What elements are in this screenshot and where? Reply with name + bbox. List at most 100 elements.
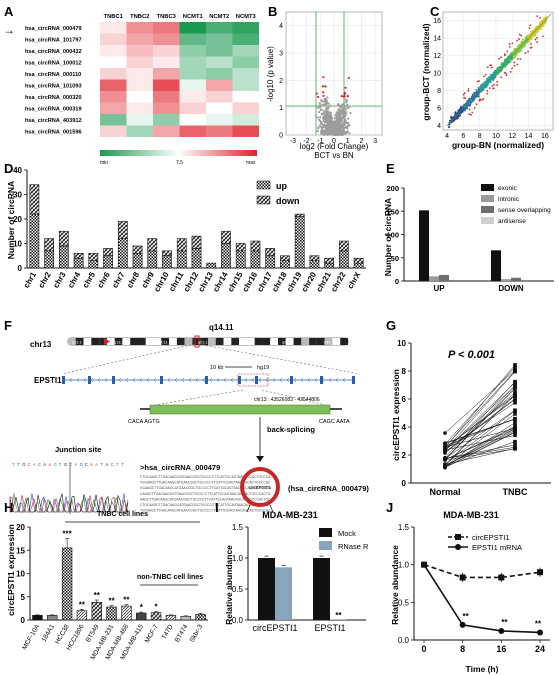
scale-max-label: max: [246, 160, 256, 166]
scatter-point: [458, 108, 461, 111]
strand-arrow-icon: [76, 377, 80, 383]
heatmap-cell: [126, 79, 153, 91]
volcano-point: [324, 128, 328, 131]
volcano-point: [338, 119, 341, 122]
panel-label-f: F: [4, 318, 12, 333]
heatmap-row-label: hsa_circRNA_101797: [25, 38, 82, 44]
y-tick-label: 0: [18, 264, 23, 273]
panel-label-d: D: [4, 161, 13, 176]
legend-swatch: [481, 184, 494, 191]
tnbc-point: [513, 365, 517, 369]
scatter-point: [468, 104, 471, 107]
y-tick-label: 1.5: [398, 523, 410, 532]
scatter-point: [515, 47, 517, 50]
volcano-point: [334, 130, 337, 133]
strand-arrow-icon: [342, 377, 346, 383]
paired-line: [444, 413, 516, 467]
scatter-point-outlier: [503, 54, 506, 57]
x-tick-label: 184A1: [41, 623, 57, 643]
volcano-point: [334, 126, 337, 129]
strand-arrow-icon: [181, 377, 185, 383]
bar-up: [206, 262, 217, 269]
legend-up-label: up: [276, 181, 287, 191]
volcano-point: [344, 98, 347, 101]
volcano-point: [322, 117, 325, 120]
sequence-text-block: CTGCAAGCTTGACAAGCATGAACGGCTGCCCCTTCATTGC…: [140, 475, 271, 513]
bar-down: [88, 253, 99, 261]
volcano-point: [334, 133, 337, 136]
scatter-point: [492, 79, 494, 82]
circrna-id-label: >hsa_circRNA_000479: [140, 463, 220, 472]
scatter-point: [525, 36, 528, 38]
band-name: q31.3: [282, 340, 292, 344]
panel-label-e: E: [386, 161, 395, 176]
paired-line: [444, 425, 516, 467]
scatter-point-outlier: [482, 97, 485, 100]
heatmap-cell: [206, 45, 233, 57]
legend-rnase-swatch: [319, 541, 332, 550]
scatter-point-outlier: [488, 87, 491, 90]
legend-mock-swatch: [319, 528, 332, 537]
y-tick-label: 30: [13, 191, 22, 200]
tnbc-point: [513, 412, 517, 416]
y-tick-label: 0.5: [398, 598, 410, 607]
heatmap-cell: [126, 22, 153, 34]
scatter-point: [507, 57, 510, 60]
y-tick-label: 0.0: [398, 636, 410, 645]
scatter-point: [450, 115, 452, 118]
strand-arrow-icon: [272, 377, 276, 383]
volcano-point: [342, 105, 345, 108]
volcano-point: [347, 76, 350, 80]
scatter-point: [467, 104, 469, 107]
scatter-point-outlier: [520, 34, 523, 37]
tnbc-point: [513, 420, 517, 425]
scatter-point-outlier: [508, 45, 511, 48]
scatter-point-outlier: [496, 80, 499, 83]
heatmap-cell: [179, 68, 206, 80]
heatmap-row-label: hsa_circRNA_100012: [25, 61, 82, 67]
scatter-point-outlier: [506, 50, 509, 53]
chart-j-title: MDA-MB-231: [443, 510, 499, 520]
paired-line: [444, 381, 516, 458]
heatmap-cell: [179, 22, 206, 34]
bar-down: [29, 184, 40, 215]
scatter-point: [540, 20, 543, 23]
bar-RNase-R: [330, 619, 347, 620]
chromosome-band: [262, 338, 271, 345]
scatter-point-outlier: [463, 96, 465, 99]
legend-down-label: down: [276, 196, 300, 206]
coordinates-label: chr13 : 43526083 - 43544806: [254, 397, 320, 403]
base-call: T: [100, 462, 103, 467]
strand-arrow-icon: [258, 377, 262, 383]
significance-mark: *: [140, 603, 144, 612]
x-tick-label: chr4: [66, 270, 83, 290]
paired-line: [444, 410, 516, 459]
volcano-point: [343, 95, 346, 98]
y-tick-label: 1.0: [398, 561, 410, 570]
scatter-point-outlier: [516, 39, 519, 42]
volcano-point: [335, 121, 338, 124]
volcano-point: [338, 120, 341, 124]
chromosome-band: [145, 338, 154, 345]
scatter-point: [541, 24, 544, 26]
volcano-point: [341, 109, 344, 112]
significance-mark: **: [535, 619, 542, 628]
heatmap-cell: [100, 114, 127, 126]
band-name: q14.11: [156, 340, 167, 344]
bar-up: [235, 250, 246, 269]
heatmap-cell: [153, 125, 180, 137]
paired-line: [444, 393, 516, 467]
x-tick-label: EPSTI1: [314, 623, 345, 633]
trace-line: [10, 493, 129, 513]
heatmap-row-label: hsa_circRNA_000319: [25, 107, 82, 113]
scatter-point: [509, 54, 512, 57]
scatter-point-outlier: [509, 70, 512, 73]
bar-up: [309, 260, 320, 269]
gene-exon: [320, 376, 323, 384]
identity-line: [446, 13, 552, 126]
chart-g-ylabel: circEPSTI1 expression: [391, 369, 401, 461]
base-call: C: [69, 462, 72, 467]
scatter-point-outlier: [503, 71, 506, 74]
heatmap-cell: [179, 91, 206, 103]
